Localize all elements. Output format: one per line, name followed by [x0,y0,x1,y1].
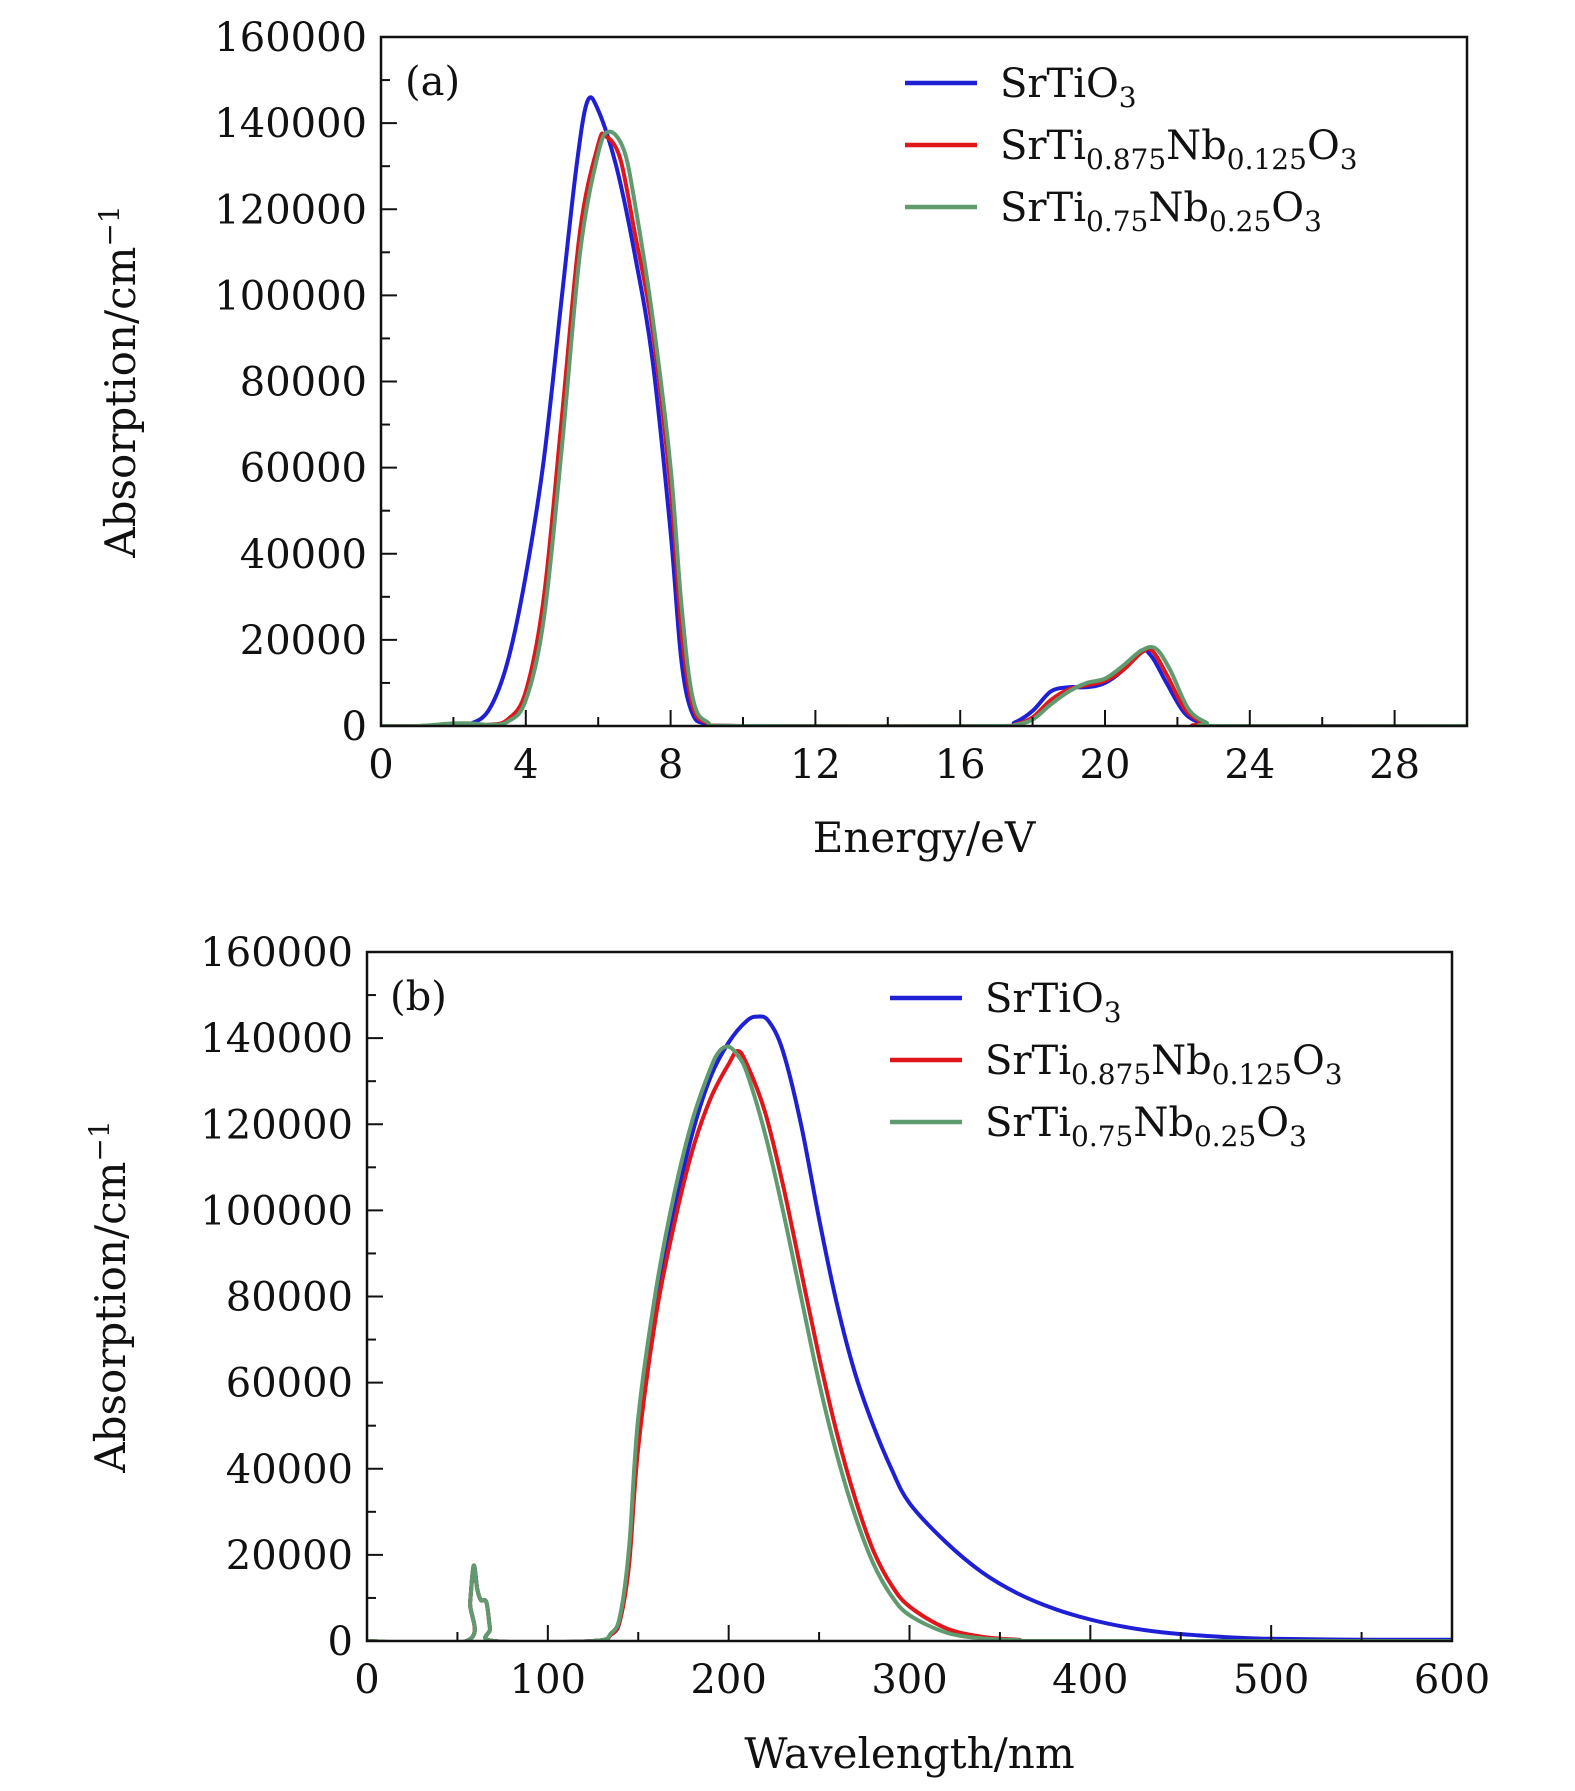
legend-entry: SrTiO3 [1000,61,1137,114]
chart-panel-a: 0 4 8 12 16 20 24 28 0 20000 40000 60000 80000 100000… [93,15,1469,862]
legend: SrTiO3 SrTi0.875Nb0.125O3 SrTi0.75Nb0.25O3 [905,61,1358,238]
x-tick-label: 400 [1052,1657,1128,1703]
y-tick-label: 140000 [200,1016,353,1062]
x-tick-label: 24 [1224,742,1275,788]
legend-entry: SrTi0.75Nb0.25O3 [985,1100,1307,1153]
x-tick-label: 4 [513,742,538,788]
y-tick-label: 100000 [200,1188,353,1234]
y-tick-label: 140000 [214,101,367,147]
y-tick-label: 20000 [226,1533,353,1579]
series-lines [367,1014,1452,1641]
y-tick-label: 0 [342,704,367,750]
series-line-1 [367,1014,1452,1641]
x-tick-label: 100 [510,1657,586,1703]
x-tick-label: 0 [354,1657,379,1703]
panel-label: (b) [390,974,447,1020]
panel-label: (a) [405,59,460,105]
series-line-3 [367,1044,1452,1641]
legend: SrTiO3 SrTi0.875Nb0.125O3 SrTi0.75Nb0.25O3 [890,976,1343,1153]
y-axis-title: Absorption/cm−1 [83,1120,135,1473]
y-tick-label: 120000 [200,1102,353,1148]
plot-frame [365,950,1454,1643]
series-line-3 [381,129,1467,726]
x-axis-title: Wavelength/nm [744,1729,1074,1778]
y-tick-label: 120000 [214,187,367,233]
legend-entry: SrTiO3 [985,976,1122,1029]
series-lines [381,95,1467,726]
y-tick-label: 160000 [214,15,367,61]
y-tick-label: 100000 [214,273,367,319]
x-tick-label: 12 [790,742,841,788]
y-tick-label: 60000 [226,1361,353,1407]
x-tick-label: 200 [690,1657,766,1703]
x-tick-label: 28 [1369,742,1420,788]
y-tick-label: 60000 [240,446,367,492]
x-tick-label: 16 [935,742,986,788]
legend-entry: SrTi0.875Nb0.125O3 [985,1038,1343,1091]
y-tick-label: 40000 [240,532,367,578]
y-tick-label: 0 [328,1619,353,1665]
y-tick-label: 80000 [240,360,367,406]
legend-entry: SrTi0.875Nb0.125O3 [1000,123,1358,176]
x-tick-label: 20 [1080,742,1131,788]
x-axis-title: Energy/eV [813,813,1036,862]
y-tick-label: 80000 [226,1275,353,1321]
y-tick-label: 20000 [240,618,367,664]
y-axis-title: Absorption/cm−1 [93,205,145,558]
x-tick-label: 600 [1414,1657,1490,1703]
chart-panel-b: 0 100 200 300 400 500 600 0 20000 40000 60000 80000… [83,930,1490,1778]
x-tick-label: 8 [658,742,683,788]
series-line-1 [381,95,1467,726]
y-tick-label: 40000 [226,1447,353,1493]
y-tick-label: 160000 [200,930,353,976]
x-tick-label: 0 [368,742,393,788]
x-tick-label: 300 [871,1657,947,1703]
x-tick-label: 500 [1233,1657,1309,1703]
legend-entry: SrTi0.75Nb0.25O3 [1000,185,1322,238]
